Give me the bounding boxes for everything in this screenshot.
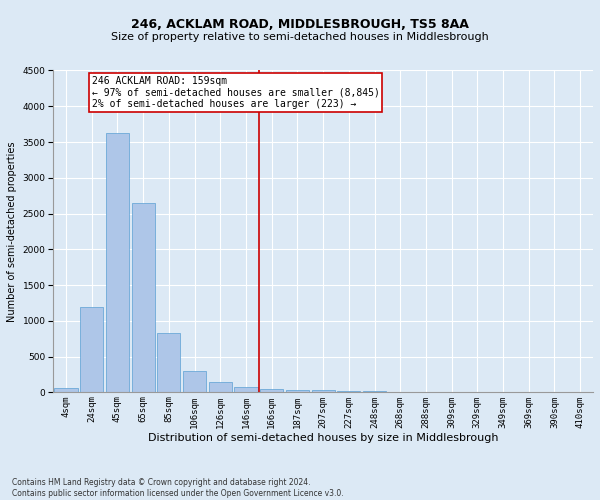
Text: 246, ACKLAM ROAD, MIDDLESBROUGH, TS5 8AA: 246, ACKLAM ROAD, MIDDLESBROUGH, TS5 8AA bbox=[131, 18, 469, 30]
Bar bbox=[183, 370, 206, 392]
X-axis label: Distribution of semi-detached houses by size in Middlesbrough: Distribution of semi-detached houses by … bbox=[148, 433, 499, 443]
Bar bbox=[55, 388, 77, 392]
Text: Contains HM Land Registry data © Crown copyright and database right 2024.
Contai: Contains HM Land Registry data © Crown c… bbox=[12, 478, 344, 498]
Bar bbox=[337, 391, 361, 392]
Bar bbox=[311, 390, 335, 392]
Bar bbox=[131, 203, 155, 392]
Bar bbox=[209, 382, 232, 392]
Bar bbox=[260, 389, 283, 392]
Text: Size of property relative to semi-detached houses in Middlesbrough: Size of property relative to semi-detach… bbox=[111, 32, 489, 42]
Text: 246 ACKLAM ROAD: 159sqm
← 97% of semi-detached houses are smaller (8,845)
2% of : 246 ACKLAM ROAD: 159sqm ← 97% of semi-de… bbox=[92, 76, 380, 110]
Bar bbox=[80, 306, 103, 392]
Bar bbox=[106, 133, 129, 392]
Y-axis label: Number of semi-detached properties: Number of semi-detached properties bbox=[7, 141, 17, 322]
Bar bbox=[157, 333, 181, 392]
Bar bbox=[286, 390, 309, 392]
Bar bbox=[235, 386, 257, 392]
